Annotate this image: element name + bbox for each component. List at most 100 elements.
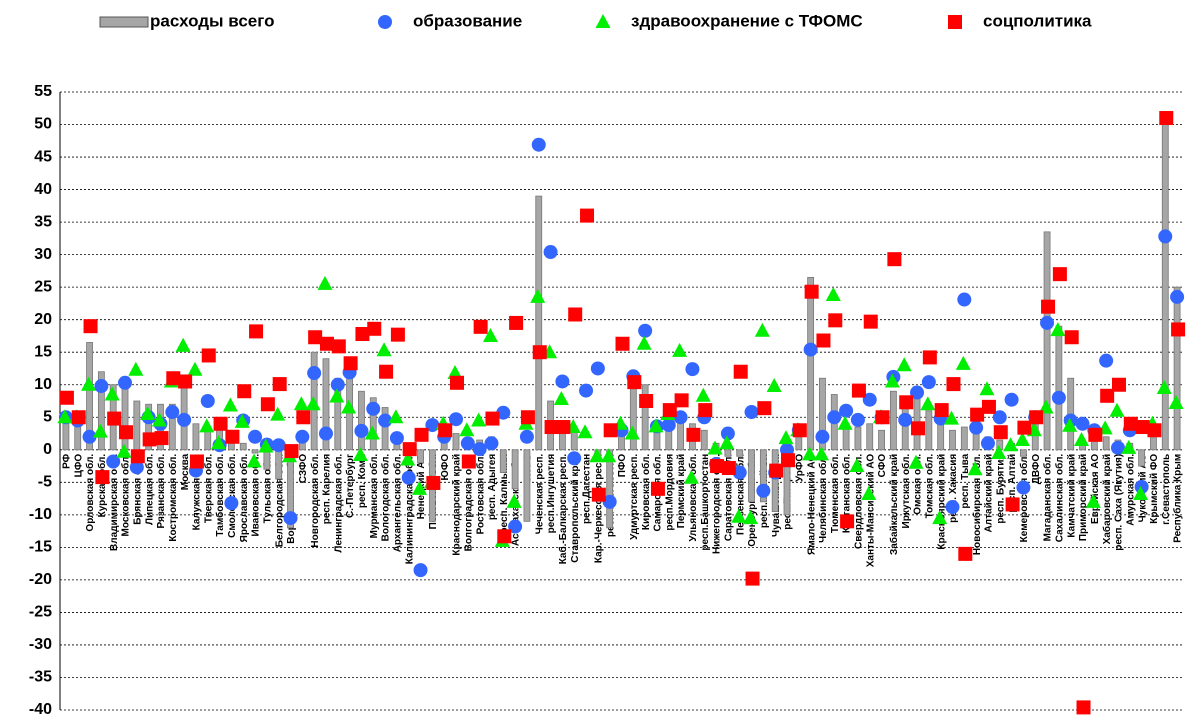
square	[485, 411, 500, 426]
x-tick-label: Еврейская АО	[1090, 454, 1101, 524]
square	[1171, 322, 1186, 337]
dot	[921, 375, 936, 390]
triangle	[979, 381, 995, 396]
square	[1076, 700, 1091, 715]
dot	[661, 418, 676, 433]
bar	[499, 449, 507, 473]
x-tick-label: респ. Коми	[357, 454, 368, 508]
triangle	[884, 373, 900, 388]
square	[922, 350, 937, 365]
y-tick-label: 55	[34, 83, 52, 100]
dot	[1016, 480, 1031, 495]
square	[1100, 388, 1115, 403]
bar	[133, 400, 141, 451]
square	[580, 208, 595, 223]
square	[130, 449, 145, 464]
x-tick-label: СФО	[877, 454, 888, 478]
x-tick-label: Липецкая обл.	[143, 454, 155, 525]
x-tick-label: Пермский край	[676, 454, 687, 528]
y-tick-label: 30	[34, 246, 52, 263]
x-tick-label: Ивановская обл.	[250, 454, 262, 537]
x-tick-label: Свердловская обл.	[853, 454, 865, 549]
bar	[358, 390, 365, 451]
triangle	[577, 424, 593, 439]
dot	[555, 374, 570, 389]
triangle	[199, 418, 215, 433]
bar	[239, 442, 247, 451]
dot	[106, 454, 121, 469]
triangle	[1003, 437, 1019, 452]
dot	[165, 405, 180, 420]
dot	[567, 451, 582, 466]
bar	[417, 449, 424, 464]
triangle	[412, 480, 428, 495]
dot	[508, 519, 523, 534]
square	[497, 529, 512, 544]
bar	[381, 407, 389, 451]
square	[863, 314, 878, 329]
bar	[369, 397, 377, 451]
bar	[452, 433, 460, 451]
dot	[460, 436, 475, 451]
triangle	[1050, 322, 1066, 337]
dot	[330, 377, 345, 392]
square	[426, 475, 441, 490]
bar	[1161, 117, 1169, 451]
x-tick-label: УрФО	[794, 454, 805, 482]
bar	[523, 449, 531, 522]
x-tick-label: ЮФО	[440, 454, 451, 481]
y-tick-label: 20	[34, 311, 52, 328]
triangle	[116, 443, 132, 458]
y-tick-label: -40	[29, 701, 52, 718]
square	[520, 410, 535, 425]
bar	[121, 387, 129, 451]
square	[1159, 111, 1174, 126]
triangle	[861, 486, 877, 501]
x-tick-label: Ульяновская обл.	[687, 454, 699, 542]
x-tick-label: Москва	[180, 453, 191, 490]
triangle	[506, 493, 522, 508]
x-tick-label: Новосибирская обл.	[971, 454, 983, 556]
dot	[224, 496, 239, 511]
bar	[759, 449, 767, 503]
bar	[949, 429, 956, 451]
triangle	[293, 396, 309, 411]
square	[1005, 497, 1020, 512]
triangle	[364, 425, 380, 440]
triangle	[636, 335, 652, 350]
square	[544, 420, 559, 435]
triangle	[731, 508, 747, 523]
x-tick-label: Тюменская обл.	[829, 454, 841, 534]
triangle	[1133, 486, 1149, 501]
y-tick-label: 40	[34, 181, 52, 198]
dot	[200, 394, 215, 408]
dot	[1040, 315, 1055, 330]
bar	[97, 371, 105, 451]
square	[272, 377, 287, 392]
dot	[1099, 353, 1114, 368]
legend-swatch	[378, 15, 392, 29]
bar	[641, 384, 649, 451]
x-tick-label: Волгоградская обл.	[462, 454, 474, 552]
x-tick-label: Забайкальский край	[888, 454, 900, 555]
square	[970, 407, 985, 422]
square	[556, 420, 571, 435]
bar	[854, 426, 862, 451]
dot	[472, 442, 487, 457]
triangle	[222, 397, 238, 412]
x-tick-label: респ. Хакасия	[948, 454, 959, 523]
square	[178, 374, 193, 389]
bar	[511, 449, 519, 490]
x-tick-label: Крымский ФО	[1149, 454, 1160, 524]
y-tick-label: -25	[29, 604, 52, 621]
dot	[957, 292, 972, 307]
dot	[839, 403, 854, 418]
x-tick-label: Омская обл.	[912, 454, 924, 515]
x-tick-label: Ставропольский край	[570, 454, 581, 563]
square	[1052, 267, 1067, 282]
bar	[1020, 449, 1027, 457]
square	[745, 571, 760, 586]
x-tick-label: Республика Крым	[1172, 454, 1184, 543]
square	[390, 327, 405, 342]
x-tick-label: СЗФО	[298, 454, 309, 484]
